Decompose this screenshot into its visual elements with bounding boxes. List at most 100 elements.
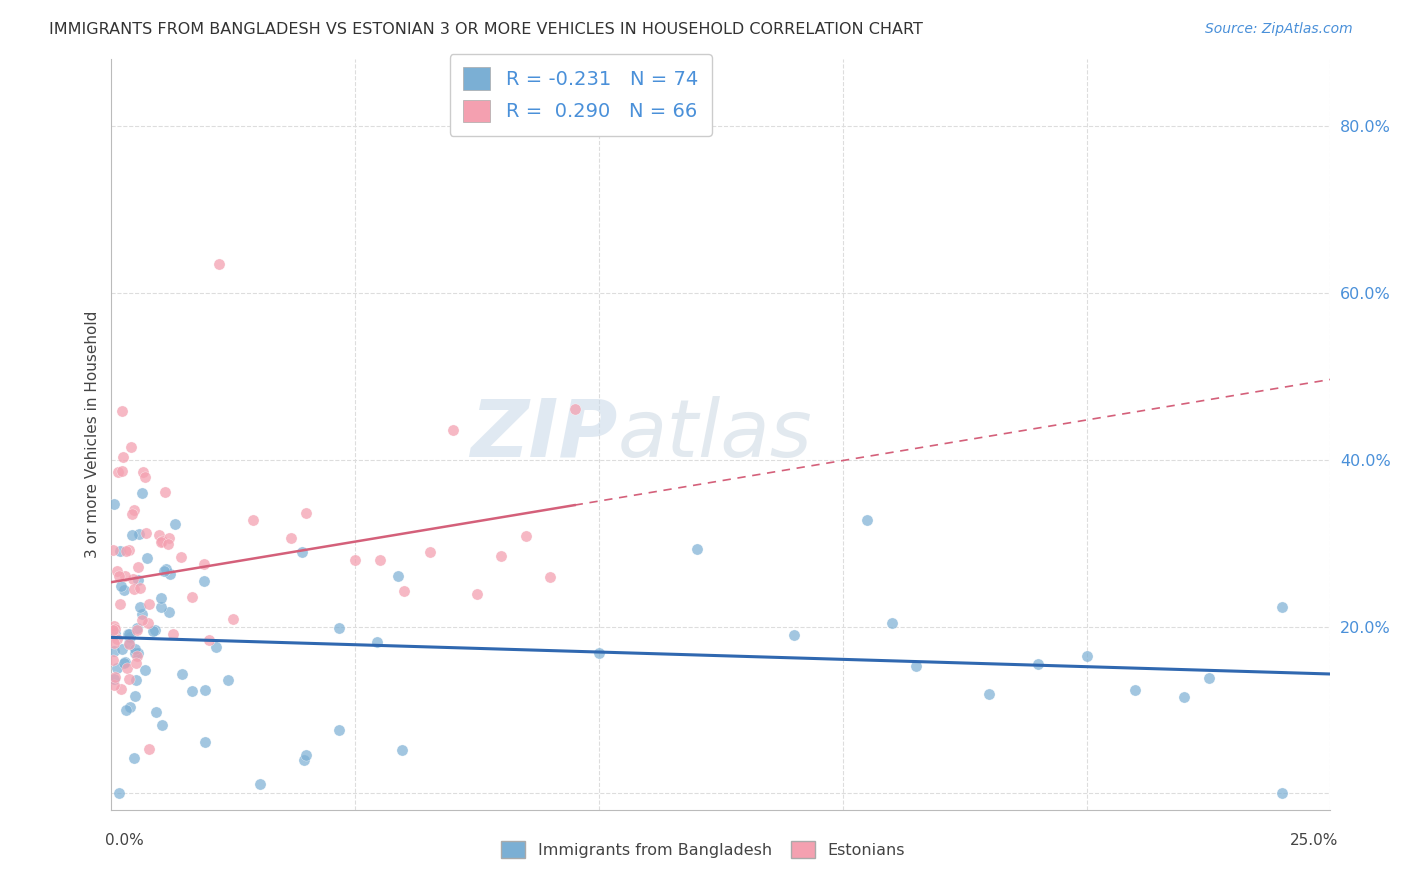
Point — [1271, 599, 1294, 614]
Point — [904, 658, 927, 673]
Point — [368, 553, 391, 567]
Point — [387, 568, 409, 582]
Point — [108, 569, 131, 583]
Point — [122, 582, 145, 596]
Point — [122, 572, 145, 586]
Point — [291, 544, 314, 558]
Point — [117, 626, 139, 640]
Point — [103, 619, 125, 633]
Point — [121, 507, 143, 521]
Point — [155, 562, 177, 576]
Point — [111, 642, 134, 657]
Point — [131, 485, 153, 500]
Point — [180, 684, 202, 698]
Point — [128, 527, 150, 541]
Point — [105, 661, 128, 675]
Point — [134, 663, 156, 677]
Point — [1076, 649, 1098, 664]
Point — [148, 528, 170, 542]
Point — [131, 607, 153, 621]
Point — [127, 573, 149, 587]
Point — [1125, 683, 1147, 698]
Point — [292, 753, 315, 767]
Point — [124, 689, 146, 703]
Point — [118, 627, 141, 641]
Point — [136, 550, 159, 565]
Point — [149, 599, 172, 614]
Point — [153, 564, 176, 578]
Text: Source: ZipAtlas.com: Source: ZipAtlas.com — [1205, 22, 1353, 37]
Point — [104, 622, 127, 636]
Point — [138, 597, 160, 611]
Point — [150, 717, 173, 731]
Point — [111, 450, 134, 464]
Y-axis label: 3 or more Vehicles in Household: 3 or more Vehicles in Household — [86, 311, 100, 558]
Point — [115, 543, 138, 558]
Point — [180, 591, 202, 605]
Point — [115, 661, 138, 675]
Point — [538, 570, 561, 584]
Point — [121, 528, 143, 542]
Point — [103, 636, 125, 650]
Point — [118, 672, 141, 686]
Point — [783, 627, 806, 641]
Point — [328, 723, 350, 737]
Point — [295, 506, 318, 520]
Text: 25.0%: 25.0% — [1291, 833, 1339, 847]
Point — [208, 256, 231, 270]
Point — [194, 683, 217, 698]
Point — [118, 637, 141, 651]
Point — [110, 543, 132, 558]
Point — [198, 633, 221, 648]
Point — [328, 621, 350, 635]
Point — [131, 613, 153, 627]
Point — [118, 635, 141, 649]
Point — [125, 673, 148, 687]
Point — [217, 673, 239, 687]
Point — [111, 464, 134, 478]
Point — [222, 612, 245, 626]
Point — [122, 750, 145, 764]
Point — [880, 615, 903, 630]
Point — [392, 583, 415, 598]
Point — [153, 484, 176, 499]
Point — [170, 549, 193, 564]
Point — [280, 531, 302, 545]
Point — [150, 533, 173, 548]
Point — [114, 569, 136, 583]
Point — [856, 512, 879, 526]
Point — [108, 786, 131, 800]
Point — [124, 656, 146, 670]
Point — [391, 743, 413, 757]
Point — [131, 465, 153, 479]
Point — [104, 670, 127, 684]
Point — [1271, 786, 1294, 800]
Point — [114, 655, 136, 669]
Point — [129, 599, 152, 614]
Point — [193, 574, 215, 588]
Text: 0.0%: 0.0% — [105, 833, 145, 847]
Point — [125, 621, 148, 635]
Point — [491, 549, 513, 563]
Point — [162, 627, 184, 641]
Point — [1026, 657, 1049, 672]
Point — [110, 597, 132, 611]
Point — [142, 624, 165, 639]
Point — [112, 583, 135, 598]
Point — [242, 513, 264, 527]
Text: atlas: atlas — [617, 396, 813, 474]
Point — [157, 605, 180, 619]
Text: ZIP: ZIP — [470, 396, 617, 474]
Point — [124, 641, 146, 656]
Point — [115, 703, 138, 717]
Point — [344, 553, 367, 567]
Point — [193, 557, 215, 571]
Point — [294, 747, 316, 762]
Point — [156, 537, 179, 551]
Legend: Immigrants from Bangladesh, Estonians: Immigrants from Bangladesh, Estonians — [495, 834, 911, 864]
Legend: R = -0.231   N = 74, R =  0.290   N = 66: R = -0.231 N = 74, R = 0.290 N = 66 — [450, 54, 711, 136]
Point — [105, 632, 128, 646]
Point — [122, 503, 145, 517]
Point — [129, 581, 152, 595]
Point — [112, 657, 135, 671]
